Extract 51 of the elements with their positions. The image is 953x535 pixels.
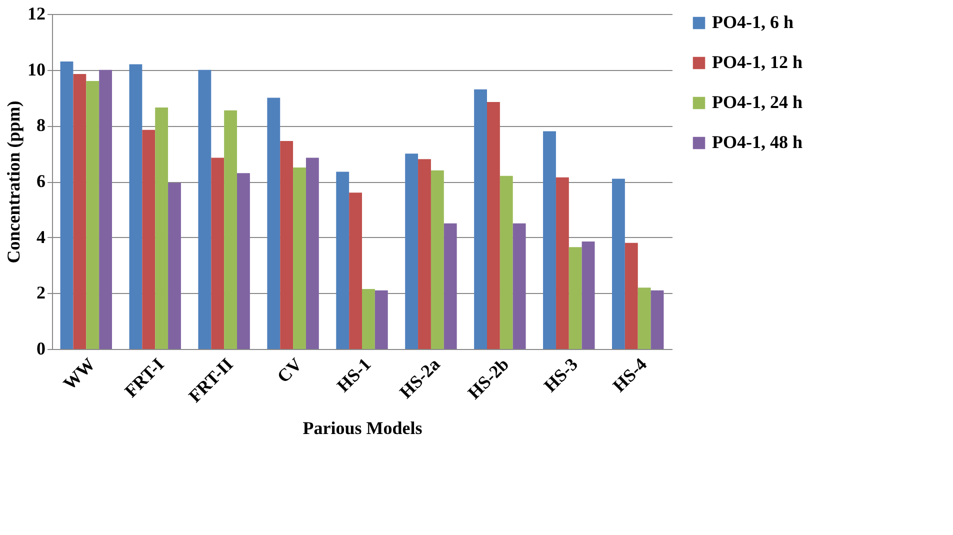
- bar: [280, 141, 294, 349]
- bar: [293, 168, 306, 349]
- legend-label: PO4-1, 24 h: [712, 92, 803, 112]
- y-tick-label: 4: [36, 226, 46, 247]
- bar: [86, 81, 100, 349]
- bar: [142, 130, 156, 349]
- bar: [224, 110, 237, 349]
- bar: [556, 177, 569, 349]
- legend-label: PO4-1, 12 h: [712, 52, 803, 72]
- y-tick-label: 12: [28, 4, 46, 24]
- bar: [374, 290, 388, 349]
- bar: [582, 242, 595, 349]
- y-tick-label: 6: [36, 171, 46, 191]
- y-tick-label: 8: [36, 115, 46, 136]
- bar: [418, 159, 431, 349]
- bar: [362, 288, 375, 349]
- bar: [267, 98, 280, 349]
- bar: [430, 170, 444, 349]
- bar: [60, 61, 74, 349]
- bar: [336, 172, 350, 349]
- x-axis-title: Parious Models: [302, 418, 422, 438]
- bar: [349, 192, 362, 349]
- bar: [237, 173, 250, 349]
- bar: [543, 131, 556, 349]
- y-tick-label: 2: [36, 282, 46, 303]
- bar: [198, 70, 212, 349]
- bar: [624, 242, 638, 349]
- bar: [638, 288, 651, 349]
- bar: [612, 178, 625, 349]
- y-axis-title: Concentration (ppm): [4, 100, 24, 264]
- bar: [500, 176, 513, 349]
- bar: [99, 70, 112, 349]
- x-tick-label: WW: [59, 354, 99, 394]
- bar: [211, 158, 224, 349]
- bar: [129, 64, 142, 349]
- bar: [512, 223, 526, 349]
- legend-label: PO4-1, 6 h: [712, 12, 794, 32]
- y-tick-label: 10: [28, 59, 46, 80]
- bar: [155, 108, 168, 349]
- legend-label: PO4-1, 48 h: [712, 132, 803, 152]
- bar: [306, 158, 319, 349]
- bar: [487, 102, 500, 349]
- bar: [405, 154, 418, 349]
- bar: [444, 223, 457, 349]
- bar: [568, 247, 582, 349]
- bar: [650, 290, 664, 349]
- bar: [73, 74, 86, 349]
- x-tick-label: CV: [273, 354, 306, 387]
- y-tick-label: 0: [36, 338, 46, 358]
- bar: [474, 89, 487, 349]
- bar: [168, 182, 181, 349]
